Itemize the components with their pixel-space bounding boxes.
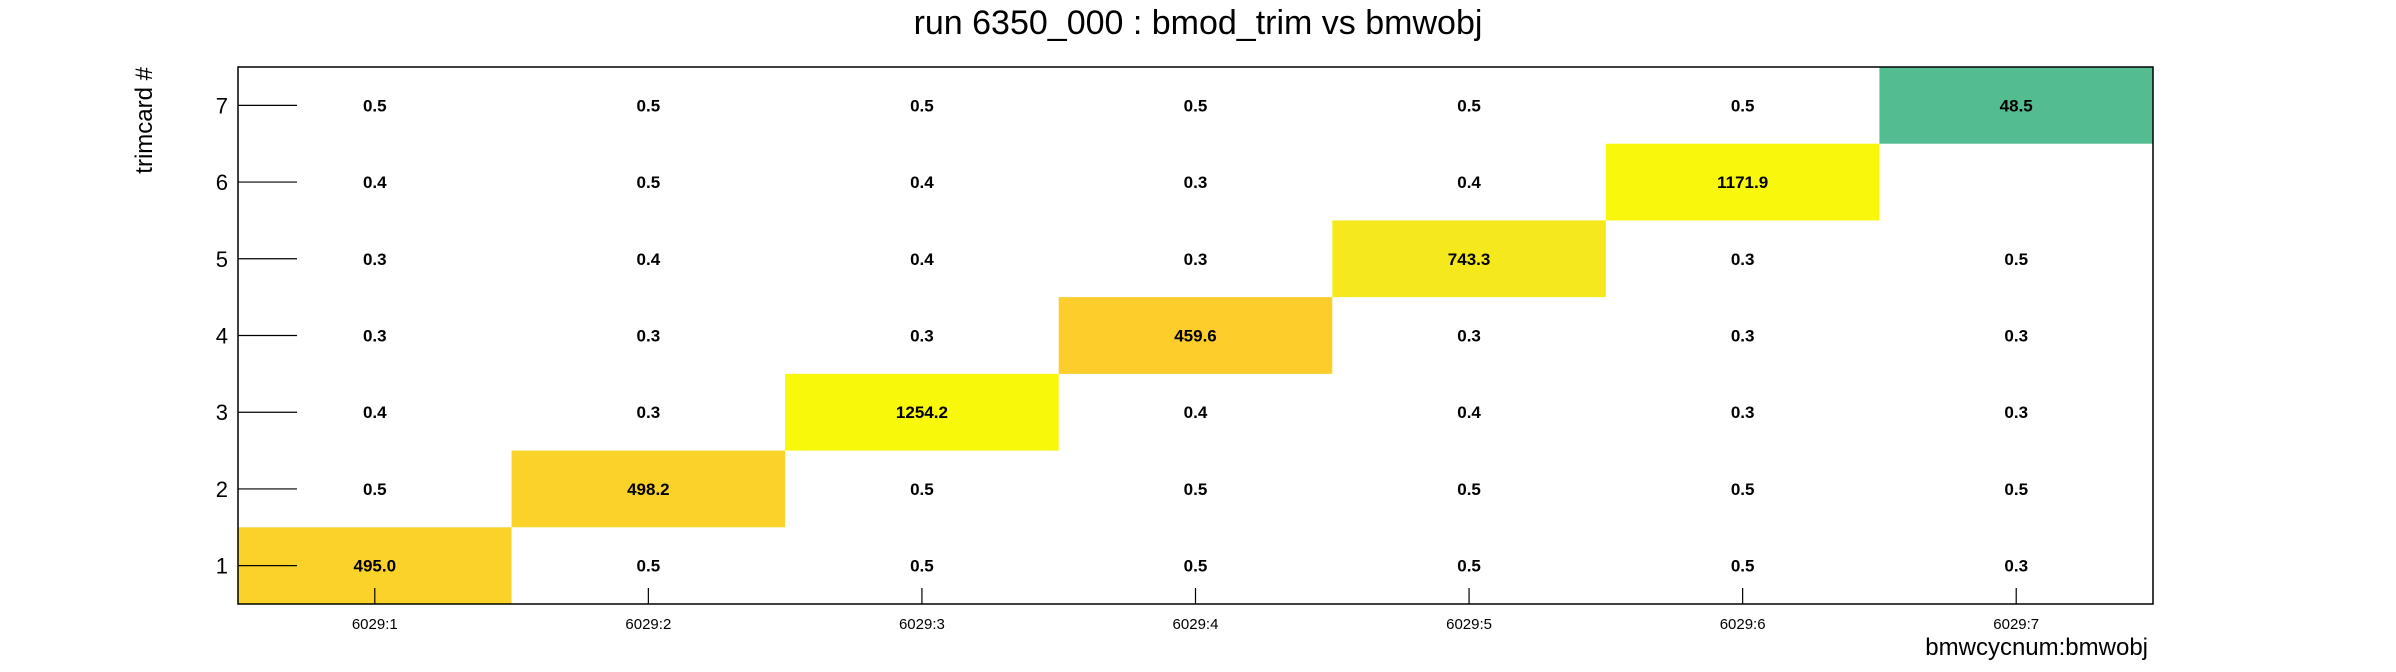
cell-label: 0.3	[2004, 403, 2028, 422]
heatmap-cell-6-6029:6	[1605, 143, 1880, 221]
cell-label: 0.4	[910, 173, 934, 192]
cell-label: 0.3	[1731, 403, 1755, 422]
cell-label: 0.5	[2004, 480, 2028, 499]
cell-label: 0.4	[1457, 403, 1481, 422]
cell-label: 0.5	[1731, 480, 1755, 499]
cell-label: 0.5	[1731, 96, 1755, 115]
cell-label: 1171.9	[1717, 173, 1768, 192]
cell-label: 48.5	[2000, 96, 2033, 115]
y-tick-label: 5	[216, 247, 228, 272]
x-tick-label: 6029:1	[352, 616, 398, 633]
cell-label: 0.5	[1184, 96, 1208, 115]
cell-label: 0.4	[1184, 403, 1208, 422]
y-tick-label: 2	[216, 477, 228, 502]
cell-label: 0.5	[1457, 557, 1481, 576]
cell-label: 0.5	[1184, 480, 1208, 499]
chart-title: run 6350_000 : bmod_trim vs bmwobj	[914, 4, 1483, 42]
cell-label: 0.5	[637, 96, 661, 115]
cell-label: 0.4	[910, 250, 934, 269]
y-tick-label: 6	[216, 170, 228, 195]
cell-label: 0.5	[637, 173, 661, 192]
cell-label: 0.5	[1731, 557, 1755, 576]
heatmap-cell-4-6029:4	[1058, 297, 1333, 374]
cell-label: 0.3	[2004, 327, 2028, 346]
x-tick-label: 6029:4	[1173, 616, 1219, 633]
y-axis-label: trimcard #	[131, 66, 158, 173]
axis-ticks	[238, 104, 2017, 604]
cell-labels: 495.0 0.5 0.5 0.5 0.5 0.5 0.3 0.5 498.2 0.5 0.5 0.5…	[354, 96, 2033, 575]
heatmap-cell-2-6029:2	[511, 450, 786, 528]
cell-label: 495.0	[354, 557, 397, 576]
cell-label: 0.4	[363, 173, 387, 192]
cell-label: 0.5	[910, 96, 934, 115]
heatmap-cell-3-6029:3	[785, 373, 1059, 451]
x-tick-label: 6029:2	[625, 616, 671, 633]
heatmap-cells	[238, 67, 2153, 604]
x-tick-label: 6029:6	[1720, 616, 1766, 633]
x-tick-label: 6029:3	[899, 616, 945, 633]
cell-label: 0.3	[1457, 327, 1481, 346]
cell-label: 0.3	[2004, 557, 2028, 576]
cell-label: 0.5	[1457, 96, 1481, 115]
cell-label: 0.3	[363, 327, 387, 346]
y-tick-label: 1	[216, 554, 228, 579]
cell-label: 498.2	[627, 480, 670, 499]
cell-label: 0.5	[1457, 480, 1481, 499]
cell-label: 0.3	[363, 250, 387, 269]
cell-label: 0.5	[363, 96, 387, 115]
cell-label: 0.5	[637, 557, 661, 576]
cell-label: 0.4	[1457, 173, 1481, 192]
y-tick-label: 4	[216, 324, 228, 349]
cell-label: 0.5	[2004, 250, 2028, 269]
heatmap-cell-7-6029:7	[1879, 67, 2153, 144]
cell-label: 0.5	[910, 480, 934, 499]
x-axis-label: bmwcycnum:bmwobj	[1925, 634, 2148, 661]
cell-label: 0.3	[1184, 250, 1208, 269]
cell-label: 0.3	[910, 327, 934, 346]
cell-label: 0.4	[637, 250, 661, 269]
y-tick-label: 3	[216, 400, 228, 425]
cell-label: 0.3	[1731, 250, 1755, 269]
cell-label: 0.5	[910, 557, 934, 576]
cell-label: 0.5	[1184, 557, 1208, 576]
cell-label: 0.3	[1184, 173, 1208, 192]
x-tick-labels: 6029:1 6029:2 6029:3 6029:4 6029:5 6029:6 6029…	[352, 616, 2039, 633]
cell-label: 1254.2	[896, 403, 948, 422]
y-tick-label: 7	[216, 93, 228, 118]
cell-label: 0.4	[363, 403, 387, 422]
x-tick-label: 6029:7	[1993, 616, 2039, 633]
cell-label: 0.5	[363, 480, 387, 499]
cell-label: 0.3	[637, 403, 661, 422]
cell-label: 459.6	[1174, 327, 1217, 346]
cell-label: 0.3	[1731, 327, 1755, 346]
x-tick-label: 6029:5	[1446, 616, 1492, 633]
heatmap-cell-5-6029:5	[1332, 220, 1606, 298]
cell-label: 743.3	[1448, 250, 1491, 269]
y-tick-labels: 1 2 3 4 5 6 7	[216, 93, 228, 578]
cell-label: 0.3	[637, 327, 661, 346]
